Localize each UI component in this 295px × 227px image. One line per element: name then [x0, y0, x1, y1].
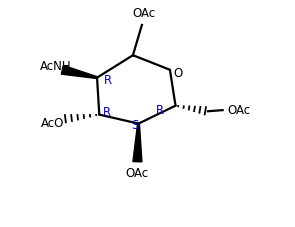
Text: R: R — [104, 74, 112, 87]
Text: S: S — [132, 119, 139, 132]
Text: OAc: OAc — [126, 167, 149, 180]
Text: AcO: AcO — [41, 117, 64, 130]
Text: R: R — [156, 104, 164, 117]
Text: R: R — [103, 106, 111, 119]
Text: OAc: OAc — [227, 104, 250, 117]
Text: OAc: OAc — [132, 7, 156, 20]
Text: AcNH: AcNH — [40, 60, 71, 73]
Polygon shape — [133, 123, 142, 162]
Polygon shape — [61, 65, 97, 79]
Text: O: O — [173, 67, 183, 80]
